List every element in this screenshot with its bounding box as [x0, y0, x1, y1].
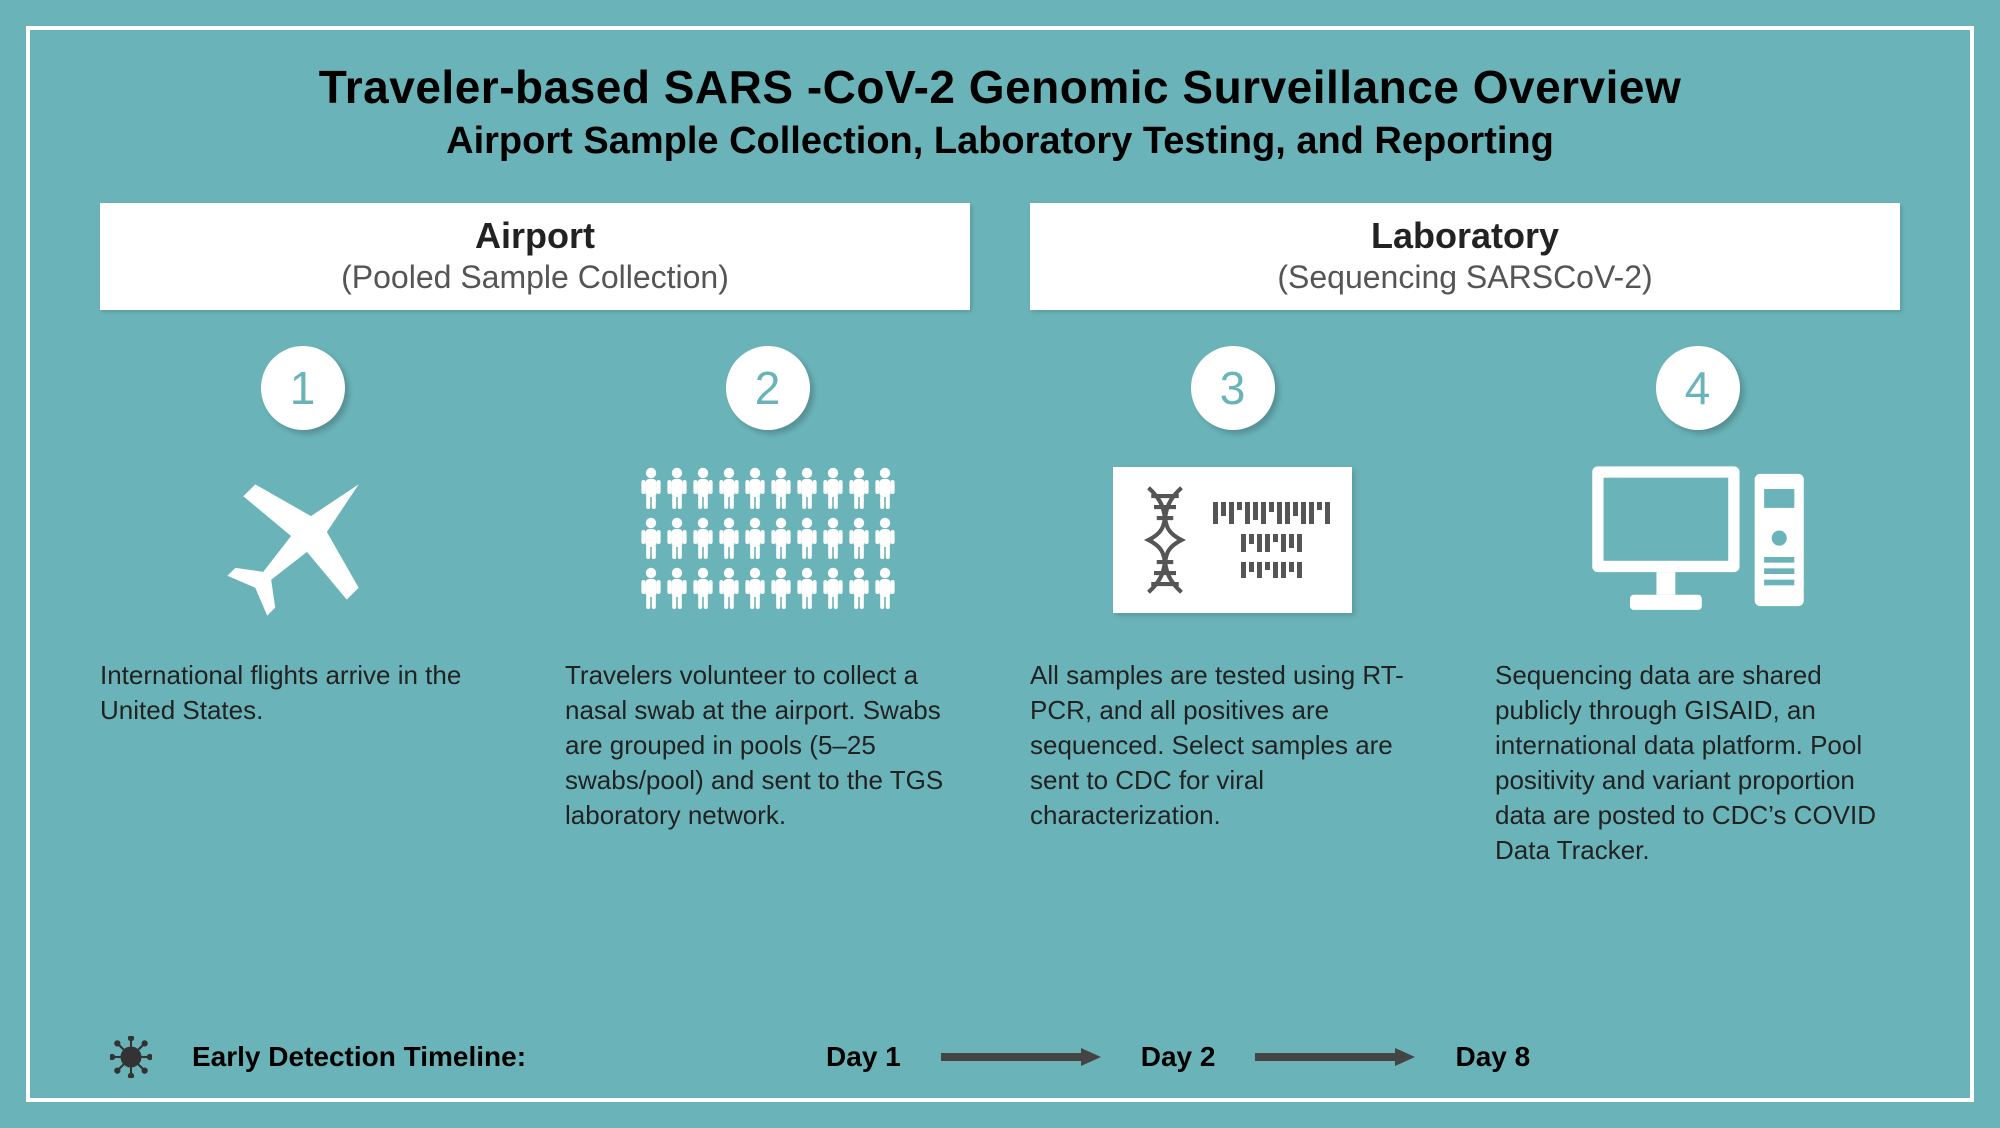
timeline-day: Day 8: [1455, 1041, 1530, 1073]
computer-icon: [1583, 455, 1813, 625]
person-icon: [771, 567, 791, 613]
main-title: Traveler-based SARS -CoV-2 Genomic Surve…: [100, 60, 1900, 114]
person-icon: [641, 567, 661, 613]
person-icon: [745, 567, 765, 613]
person-icon: [875, 517, 895, 563]
step-number: 3: [1220, 361, 1246, 415]
person-icon: [849, 567, 869, 613]
person-icon: [745, 467, 765, 513]
person-icon: [771, 517, 791, 563]
person-icon: [667, 467, 687, 513]
section-laboratory: Laboratory (Sequencing SARSCoV-2): [1030, 203, 1900, 310]
person-icon: [771, 467, 791, 513]
step-desc: Sequencing data are shared publicly thro…: [1495, 658, 1900, 869]
people-icon: [641, 467, 895, 613]
section-header-laboratory: Laboratory (Sequencing SARSCoV-2): [1030, 203, 1900, 310]
step-desc: Travelers volunteer to collect a nasal s…: [565, 658, 970, 833]
section-subtitle: (Sequencing SARSCoV-2): [1040, 259, 1890, 296]
person-icon: [719, 567, 739, 613]
step-4: 4: [1495, 320, 1900, 1006]
person-icon: [823, 517, 843, 563]
step-number: 4: [1685, 361, 1711, 415]
canvas: Traveler-based SARS -CoV-2 Genomic Surve…: [0, 0, 2000, 1128]
step-badge: 4: [1656, 346, 1740, 430]
airplane-icon: [198, 450, 408, 630]
icon-row: [1030, 440, 1435, 640]
badge-row: 2: [565, 346, 970, 430]
person-icon: [875, 467, 895, 513]
barcode-icon: [1213, 502, 1330, 578]
person-icon: [667, 517, 687, 563]
arrow-icon: [941, 1048, 1101, 1066]
person-icon: [693, 567, 713, 613]
person-icon: [745, 517, 765, 563]
step-badge: 2: [726, 346, 810, 430]
section-airport: Airport (Pooled Sample Collection): [100, 203, 970, 310]
icon-row: [1495, 440, 1900, 640]
step-1: 1 International flights arrive in the Un…: [100, 320, 505, 1006]
title-block: Traveler-based SARS -CoV-2 Genomic Surve…: [100, 60, 1900, 163]
steps-row: 1 International flights arrive in the Un…: [100, 320, 1900, 1006]
inner-frame: Traveler-based SARS -CoV-2 Genomic Surve…: [26, 26, 1974, 1102]
person-icon: [719, 517, 739, 563]
badge-row: 1: [100, 346, 505, 430]
person-icon: [797, 517, 817, 563]
person-icon: [797, 567, 817, 613]
timeline-label: Early Detection Timeline:: [192, 1041, 526, 1073]
person-icon: [693, 517, 713, 563]
person-icon: [693, 467, 713, 513]
person-icon: [849, 467, 869, 513]
step-badge: 3: [1191, 346, 1275, 430]
person-icon: [823, 567, 843, 613]
person-icon: [875, 567, 895, 613]
section-title: Laboratory: [1040, 215, 1890, 257]
section-subtitle: (Pooled Sample Collection): [110, 259, 960, 296]
arrow-icon: [1255, 1048, 1415, 1066]
person-icon: [823, 467, 843, 513]
person-icon: [797, 467, 817, 513]
subtitle: Airport Sample Collection, Laboratory Te…: [100, 120, 1900, 163]
timeline-day: Day 1: [826, 1041, 901, 1073]
badge-row: 3: [1030, 346, 1435, 430]
icon-row: [100, 440, 505, 640]
step-2: 2 Travelers volunteer to collect a nasal…: [565, 320, 970, 1006]
person-icon: [641, 467, 661, 513]
section-headers-row: Airport (Pooled Sample Collection) Labor…: [100, 203, 1900, 310]
section-header-airport: Airport (Pooled Sample Collection): [100, 203, 970, 310]
icon-row: [565, 440, 970, 640]
timeline-day: Day 2: [1141, 1041, 1216, 1073]
section-title: Airport: [110, 215, 960, 257]
step-desc: All samples are tested using RT-PCR, and…: [1030, 658, 1435, 833]
sequencing-icon: [1113, 467, 1352, 613]
timeline-row: Early Detection Timeline: Day 1 Day 2 Da…: [100, 1036, 1900, 1078]
person-icon: [849, 517, 869, 563]
step-badge: 1: [261, 346, 345, 430]
person-icon: [719, 467, 739, 513]
badge-row: 4: [1495, 346, 1900, 430]
virus-icon: [110, 1036, 152, 1078]
person-icon: [641, 517, 661, 563]
person-icon: [667, 567, 687, 613]
step-number: 1: [290, 361, 316, 415]
dna-icon: [1135, 485, 1195, 595]
step-3: 3: [1030, 320, 1435, 1006]
step-desc: International flights arrive in the Unit…: [100, 658, 505, 728]
step-number: 2: [755, 361, 781, 415]
